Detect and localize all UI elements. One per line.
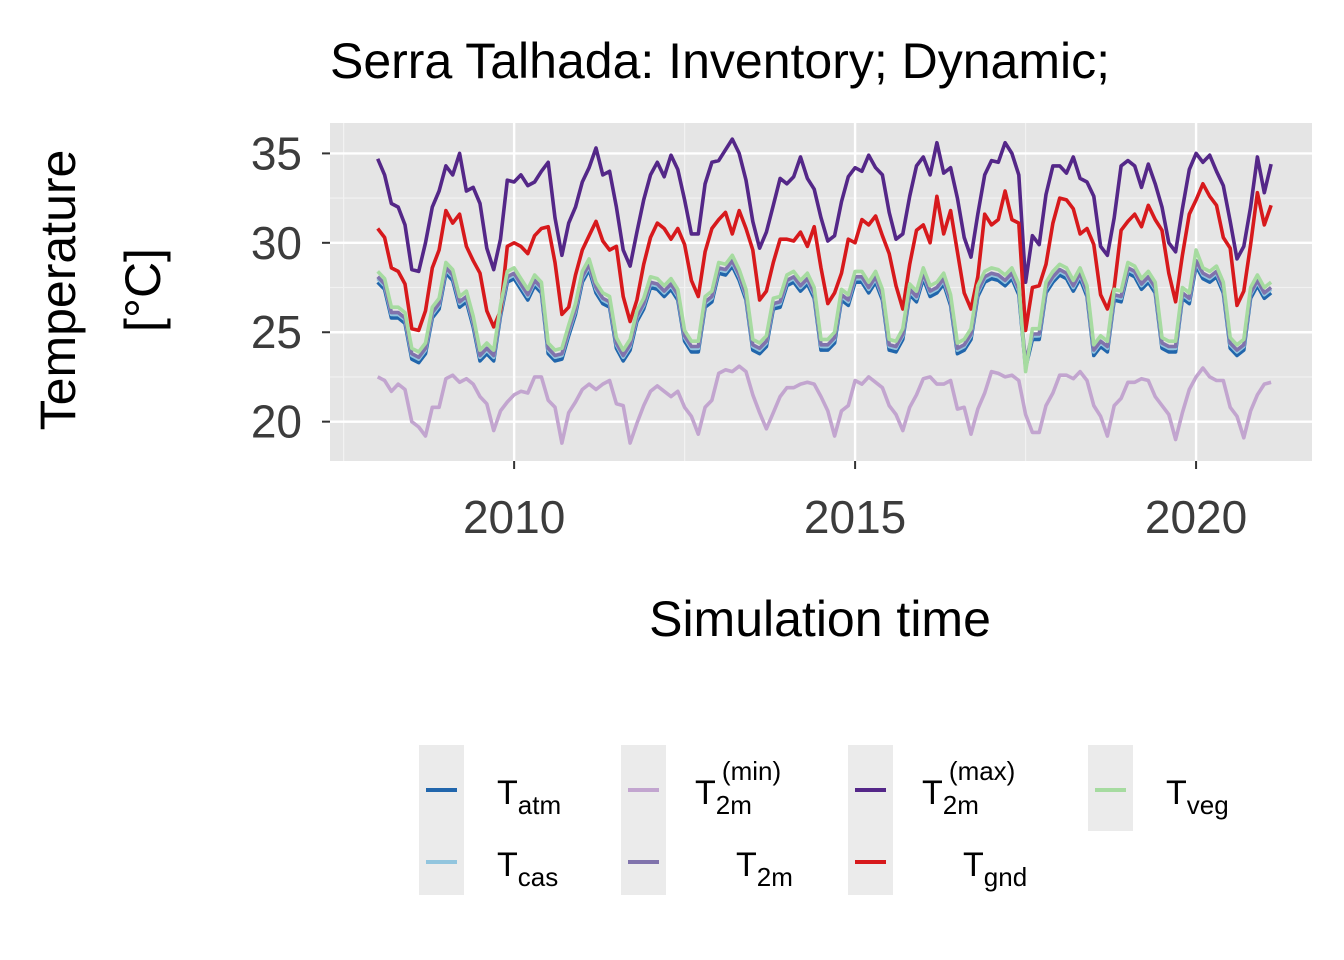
legend-key-background xyxy=(848,745,893,895)
series-line-2m-max xyxy=(376,137,1273,285)
plot-panel xyxy=(330,123,1312,461)
y-axis-title-line-2: [°C] xyxy=(115,248,171,332)
legend-label: T2m(max) xyxy=(922,756,1015,820)
x-tick-label: 2010 xyxy=(463,491,565,543)
legend: Tatm Tcas T2m(min) T2m T2m(max) Tgnd Tveg xyxy=(419,745,1229,895)
legend-label: T2m xyxy=(736,846,793,892)
x-axis-title: Simulation time xyxy=(649,591,991,647)
legend-label: Tatm xyxy=(497,774,561,820)
y-tick-label: 30 xyxy=(251,217,302,269)
legend-label: Tgnd xyxy=(963,846,1027,892)
y-tick-label: 20 xyxy=(251,396,302,448)
legend-key-background xyxy=(419,745,464,895)
x-tick-label: 2020 xyxy=(1145,491,1247,543)
y-axis-title-line-1: Temperature xyxy=(30,150,86,431)
y-tick-label: 35 xyxy=(251,127,302,179)
x-tick-label: 2015 xyxy=(804,491,906,543)
legend-label: Tveg xyxy=(1166,774,1229,820)
series-line-2m-min xyxy=(376,364,1272,445)
legend-key-background xyxy=(621,745,666,895)
series-line-veg xyxy=(376,248,1273,374)
y-tick-label: 25 xyxy=(251,306,302,358)
legend-label: T2m(min) xyxy=(695,756,781,820)
series-line-gnd xyxy=(376,182,1273,333)
legend-label: Tcas xyxy=(497,846,558,892)
series-lines xyxy=(376,137,1273,445)
chart-title: Serra Talhada: Inventory; Dynamic; xyxy=(330,33,1110,89)
